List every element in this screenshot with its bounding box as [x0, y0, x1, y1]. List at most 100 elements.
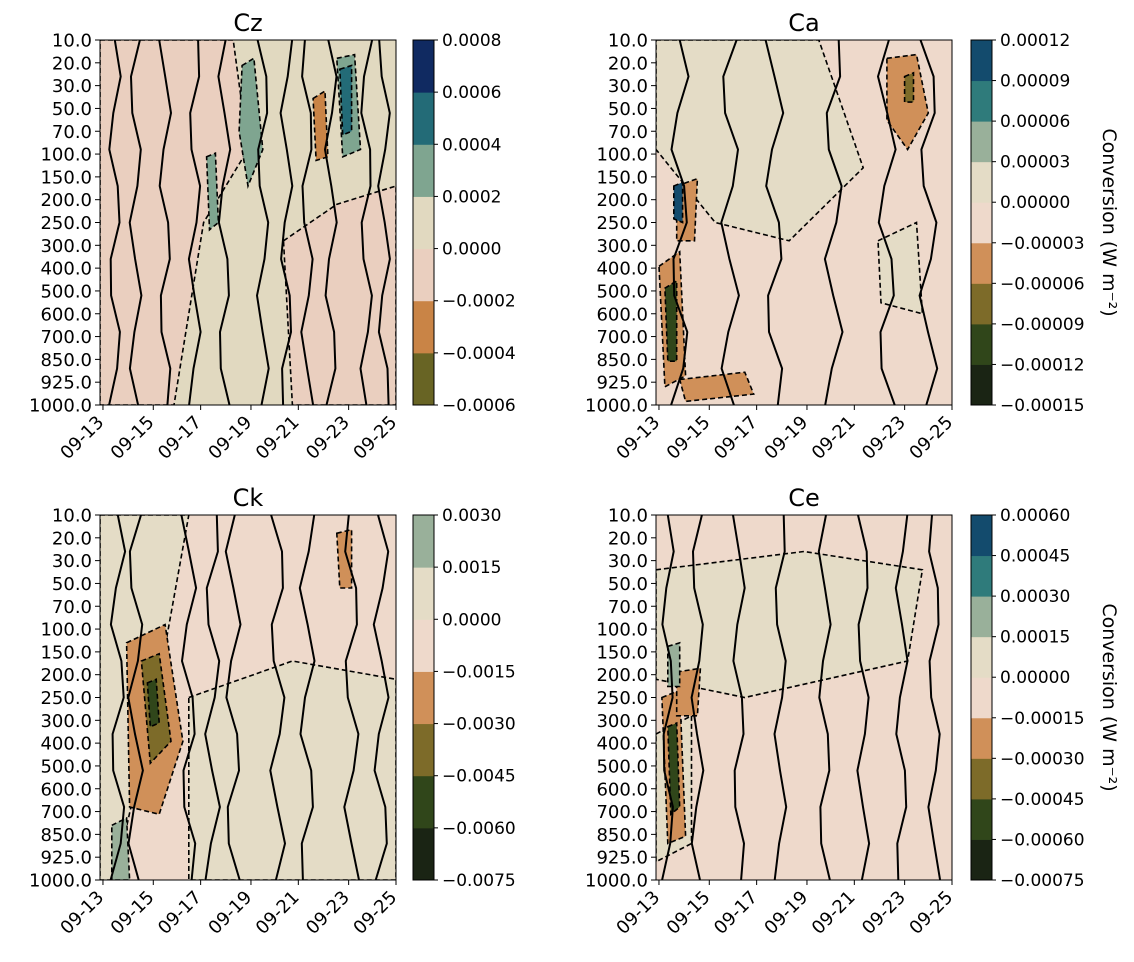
- colorbar-segment: [413, 248, 434, 302]
- y-tick-label: 100.0: [40, 145, 92, 166]
- colorbar-frame: [412, 39, 435, 406]
- colorbar-segment: [413, 775, 434, 829]
- x-tick-label: 09-25: [905, 887, 957, 939]
- colorbar-segment: [971, 717, 992, 759]
- panel-ce: Ce 10.020.030.050.070.0100.0150.0200.0250…: [585, 484, 1120, 939]
- panel-ca: Ca 10.020.030.050.070.0100.0150.0200.0250…: [585, 9, 1120, 464]
- colorbar-tick-label: 0.0015: [442, 558, 501, 578]
- colorbar-label: Conversion (W m⁻²): [1098, 603, 1120, 791]
- y-tick-label: 300.0: [40, 236, 92, 257]
- contour-line: [764, 40, 785, 405]
- y-tick-label: 850.0: [40, 350, 92, 371]
- y-tick-label: 700.0: [40, 327, 92, 348]
- y-tick-label: 700.0: [596, 327, 648, 348]
- colorbar-segment: [971, 202, 992, 244]
- y-tick-label: 600.0: [40, 779, 92, 800]
- contour-line: [323, 40, 338, 405]
- y-tick-label: 150.0: [40, 167, 92, 188]
- contour-line: [343, 515, 360, 880]
- y-tick-label: 50.0: [608, 574, 648, 595]
- contour-line: [255, 40, 270, 405]
- contour-line: [224, 515, 242, 880]
- colorbar-tick-label: 0.00060: [1000, 506, 1070, 526]
- y-tick-label: 700.0: [596, 802, 648, 823]
- x-tick-label: 09-17: [154, 887, 206, 939]
- colorbar-tick-label: 0.0008: [442, 31, 501, 51]
- y-tick-label: 1000.0: [29, 871, 92, 892]
- y-tick-label: 70.0: [608, 597, 648, 618]
- x-tick-label: 09-15: [663, 887, 715, 939]
- x-tick-label: 09-21: [252, 887, 304, 939]
- contour-line: [300, 40, 315, 405]
- contour-line: [158, 40, 173, 405]
- colorbar-segment: [971, 283, 992, 325]
- contour-line: [823, 40, 844, 405]
- y-tick-label: 200.0: [596, 190, 648, 211]
- y-tick-label: 10.0: [608, 506, 648, 527]
- contour-line: [773, 515, 788, 880]
- colorbar-tick-label: −0.0006: [442, 396, 516, 416]
- contour-region: [238, 56, 264, 189]
- x-tick-label: 09-15: [663, 412, 715, 464]
- y-tick-label: 250.0: [40, 213, 92, 234]
- y-tick-label: 150.0: [40, 642, 92, 663]
- colorbar-segment: [971, 677, 992, 719]
- contour-region: [877, 221, 924, 315]
- colorbar-segment: [971, 555, 992, 597]
- x-tick-label: 09-21: [808, 887, 860, 939]
- colorbar-segment: [971, 40, 992, 82]
- panel-cz: Cz 10.020.030.050.070.0100.0150.0200.0250…: [29, 9, 516, 464]
- contour-line: [359, 40, 374, 405]
- colorbar-tick-label: 0.00012: [1000, 31, 1070, 51]
- contour-region: [903, 71, 915, 103]
- y-tick-label: 400.0: [40, 734, 92, 755]
- contour-line: [876, 40, 897, 405]
- contour-line: [732, 515, 746, 880]
- colorbar-tick-label: −0.00045: [1000, 790, 1085, 810]
- colorbar-segment: [971, 121, 992, 163]
- y-tick-label: 925.0: [596, 848, 648, 869]
- colorbar-segment: [971, 364, 992, 406]
- x-tick-label: 09-21: [808, 412, 860, 464]
- y-tick-label: 700.0: [40, 802, 92, 823]
- contour-line: [377, 40, 391, 405]
- colorbar-tick-label: 0.0006: [442, 83, 501, 103]
- y-tick-label: 30.0: [608, 551, 648, 572]
- y-tick-label: 850.0: [40, 825, 92, 846]
- colorbar-tick-label: 0.0000: [442, 240, 501, 260]
- y-tick-label: 30.0: [608, 76, 648, 97]
- colorbar-segment: [413, 619, 434, 672]
- contour-region: [666, 721, 681, 816]
- contour-line: [269, 515, 287, 880]
- x-tick-label: 09-13: [56, 887, 108, 939]
- x-tick-label: 09-19: [204, 412, 256, 464]
- colorbar-segment: [413, 352, 434, 406]
- y-tick-label: 10.0: [52, 506, 92, 527]
- y-tick-label: 600.0: [40, 304, 92, 325]
- y-tick-label: 200.0: [596, 665, 648, 686]
- contour-line: [372, 515, 390, 880]
- colorbar-segment: [971, 80, 992, 122]
- panel-title: Ce: [788, 484, 820, 512]
- colorbar-tick-label: −0.00012: [1000, 355, 1085, 375]
- contour-line: [661, 515, 675, 880]
- contour-region: [205, 152, 220, 232]
- contour-region: [111, 816, 131, 880]
- contour-region: [667, 641, 681, 688]
- y-tick-label: 30.0: [52, 551, 92, 572]
- x-tick-label: 09-25: [349, 887, 401, 939]
- colorbar-segment: [413, 723, 434, 777]
- colorbar-frame: [412, 514, 435, 881]
- y-tick-label: 500.0: [596, 756, 648, 777]
- contour-line: [918, 40, 939, 405]
- colorbar-tick-label: −0.0004: [442, 344, 516, 364]
- y-tick-label: 850.0: [596, 825, 648, 846]
- y-tick-label: 300.0: [596, 711, 648, 732]
- contour-line: [109, 515, 127, 880]
- contour-line: [298, 515, 316, 880]
- colorbar-tick-label: 0.00000: [1000, 668, 1070, 688]
- x-tick-label: 09-13: [56, 412, 108, 464]
- x-tick-label: 09-13: [612, 412, 664, 464]
- contour-region: [656, 40, 865, 242]
- x-tick-label: 09-19: [204, 887, 256, 939]
